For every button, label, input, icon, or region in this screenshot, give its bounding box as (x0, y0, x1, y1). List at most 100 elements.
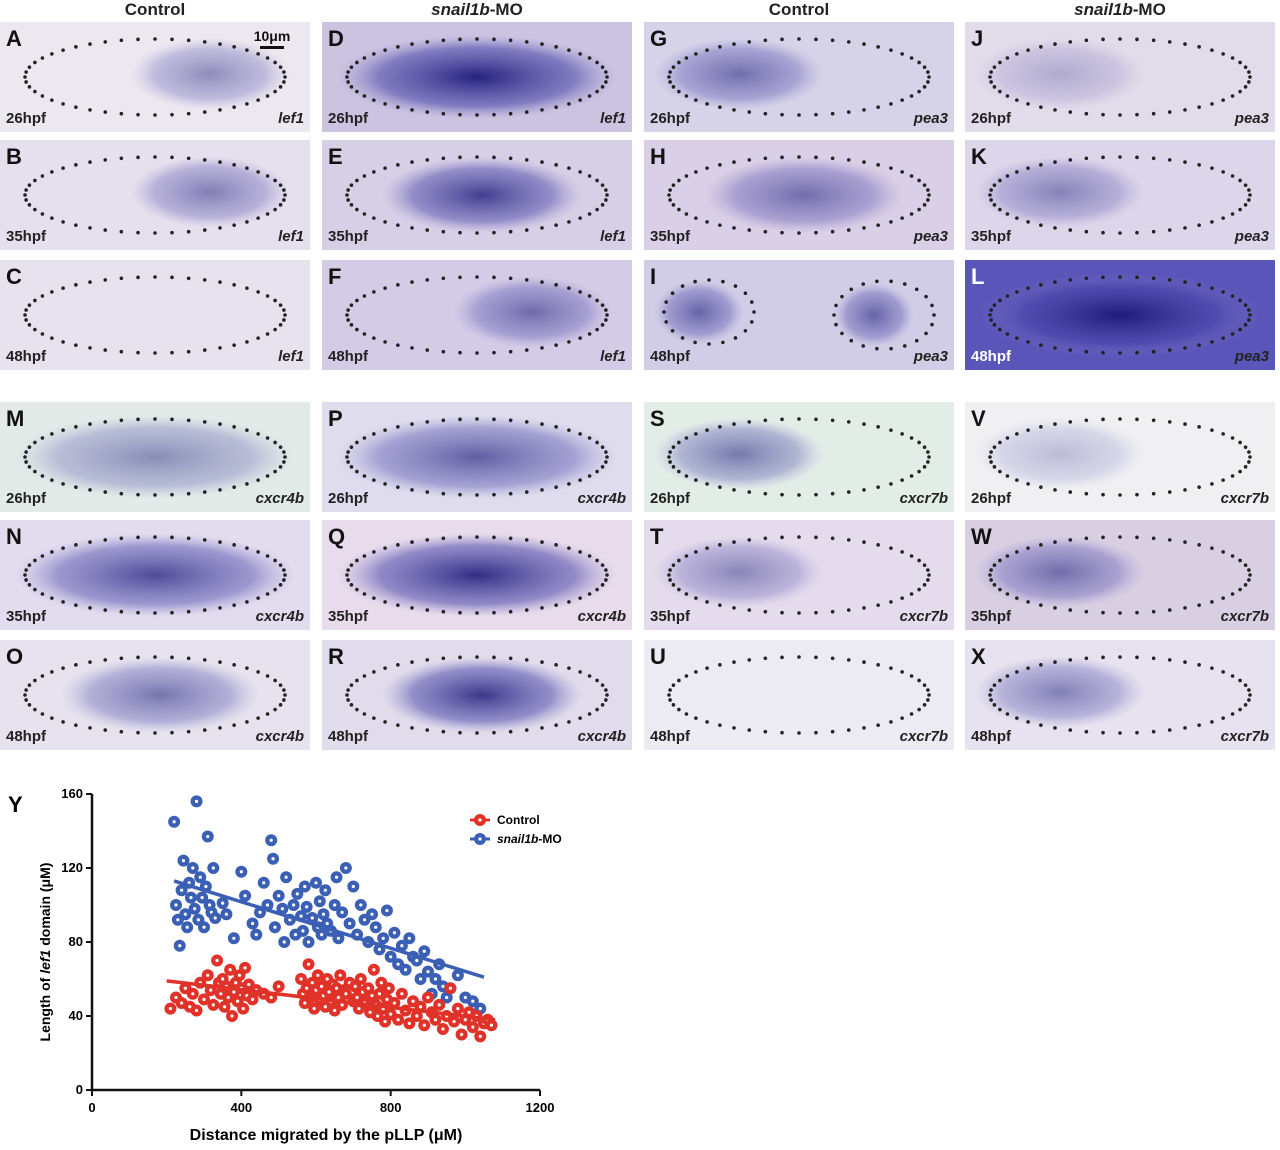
panel-label: U (650, 644, 666, 669)
outline-dot (667, 455, 671, 459)
data-point-center (333, 1008, 337, 1013)
outline-dot (1197, 543, 1201, 547)
outline-dot (410, 160, 414, 164)
outline-dot (256, 290, 260, 294)
stain-region (654, 38, 824, 110)
outline-dot (605, 75, 609, 79)
panel-label: C (6, 264, 22, 289)
data-point-center (215, 958, 219, 963)
outline-dot (349, 583, 354, 587)
outline-dot (153, 731, 157, 735)
outline-dot (604, 188, 608, 192)
outline-dot (554, 45, 558, 49)
outline-dot (475, 731, 479, 735)
outline-dot (458, 155, 462, 160)
outline-dot (74, 283, 78, 287)
outline-dot (926, 188, 930, 192)
outline-dot (1151, 656, 1156, 661)
data-point-center (407, 1021, 411, 1025)
outline-dot (1167, 608, 1172, 612)
outline-dot (924, 331, 928, 336)
outline-dot (186, 491, 191, 496)
outline-dot (273, 440, 277, 445)
outline-dot (1053, 660, 1057, 664)
outline-dot (492, 730, 496, 735)
outline-dot (282, 460, 286, 464)
outline-dot (680, 284, 685, 288)
outline-dot (50, 52, 54, 56)
outline-dot (273, 587, 277, 592)
stage-label: 26hpf (6, 110, 47, 127)
outline-dot (922, 683, 927, 687)
outline-dot (797, 37, 801, 41)
outline-dot (362, 174, 367, 178)
outline-dot (989, 188, 993, 192)
outline-dot (1084, 229, 1089, 234)
outline-dot (1210, 546, 1214, 550)
outline-dot (667, 75, 671, 79)
outline-dot (1243, 323, 1248, 327)
data-point-center (400, 992, 404, 996)
outline-dot (273, 178, 277, 183)
outline-dot (1135, 417, 1139, 422)
outline-dot (671, 563, 676, 567)
outline-dot (458, 230, 462, 235)
outline-dot (909, 436, 914, 440)
outline-dot (256, 596, 260, 600)
data-point-center (418, 977, 423, 981)
outline-dot (40, 94, 45, 98)
outline-dot (136, 492, 140, 497)
outline-dot (492, 655, 496, 660)
outline-dot (103, 40, 108, 44)
outline-dot (136, 37, 140, 42)
outline-dot (27, 703, 32, 707)
outline-dot (24, 308, 28, 312)
outline-dot (1248, 75, 1252, 79)
outline-dot (763, 229, 768, 234)
panel-label: B (6, 144, 22, 169)
outline-dot (862, 108, 866, 112)
data-point-center (198, 875, 202, 879)
outline-dot (425, 608, 430, 612)
data-point-center (334, 875, 339, 879)
outline-dot (1243, 563, 1248, 567)
outline-dot (265, 712, 270, 716)
outline-dot (1221, 596, 1225, 600)
outline-dot (554, 343, 558, 347)
y-tick-label: 40 (69, 1008, 83, 1023)
data-point-center (211, 866, 215, 870)
outline-dot (1101, 655, 1105, 660)
outline-dot (1197, 223, 1201, 227)
outline-dot (441, 536, 446, 541)
outline-dot (88, 226, 92, 230)
outline-dot (119, 111, 124, 116)
outline-dot (383, 720, 387, 724)
outline-dot (1183, 280, 1187, 284)
outline-dot (27, 465, 32, 469)
outline-dot (27, 323, 32, 327)
data-point-center (445, 995, 449, 1000)
outline-dot (103, 228, 108, 232)
outline-dot (780, 37, 784, 42)
outline-dot (40, 212, 45, 216)
outline-dot (441, 418, 446, 423)
outline-dot (349, 703, 354, 707)
outline-dot (61, 166, 65, 170)
stage-label: 48hpf (971, 348, 1012, 365)
outline-dot (218, 42, 222, 46)
outline-dot (554, 485, 558, 489)
outline-dot (1183, 726, 1187, 730)
outline-dot (1210, 482, 1214, 486)
outline-dot (1039, 603, 1043, 607)
outline-dot (705, 166, 709, 170)
outline-dot (202, 608, 207, 612)
gene-label: cxcr7b (899, 728, 948, 745)
outline-dot (278, 563, 283, 567)
outline-dot (372, 216, 376, 220)
data-point-center (460, 1032, 464, 1037)
outline-dot (458, 730, 462, 735)
outline-dot (170, 112, 174, 117)
outline-dot (1238, 60, 1242, 65)
outline-dot (917, 558, 921, 563)
outline-dot (732, 42, 736, 46)
